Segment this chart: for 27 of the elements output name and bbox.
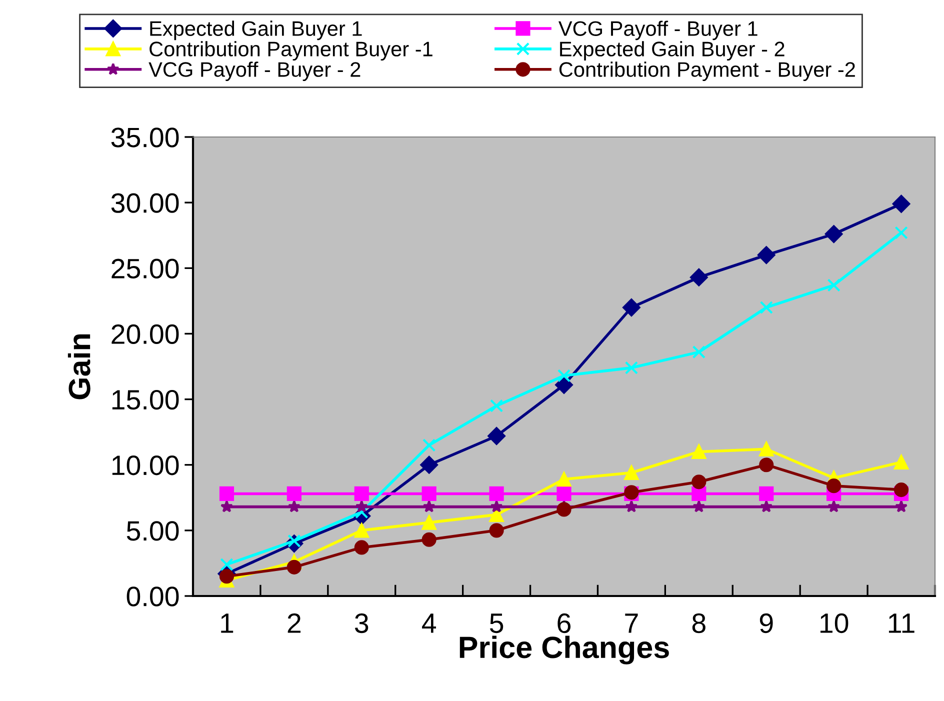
- legend-label: VCG Payoff - Buyer 1: [558, 20, 758, 40]
- y-axis-title: Gain: [68, 334, 90, 400]
- x-tick-label: 6: [558, 613, 571, 634]
- y-tick-label: 25.00: [112, 258, 179, 278]
- legend-label: Contribution Payment - Buyer -2: [559, 62, 855, 82]
- x-tick-label: 11: [888, 614, 914, 633]
- y-tick-label: 35.00: [111, 128, 179, 148]
- x-tick-label: 7: [625, 614, 638, 633]
- legend-label: Expected Gain Buyer 1: [150, 20, 362, 40]
- x-axis-title: Price Changes: [460, 636, 669, 664]
- legend-label: VCG Payoff - Buyer - 2: [148, 62, 360, 82]
- y-tick-label: 20.00: [112, 324, 179, 344]
- y-tick-label: 5.00: [126, 521, 179, 541]
- x-tick-label: 8: [692, 613, 706, 634]
- y-tick-label: 30.00: [111, 193, 179, 213]
- x-tick-label: 5: [490, 614, 504, 634]
- y-tick-label: 10.00: [112, 456, 179, 476]
- x-tick-label: 3: [354, 613, 368, 634]
- x-tick-label: 9: [760, 613, 773, 634]
- x-tick-label: 10: [820, 613, 848, 634]
- x-tick-label: 1: [221, 614, 234, 633]
- legend-label: Expected Gain Buyer - 2: [560, 41, 784, 61]
- legend-label: Contribution Payment Buyer -1: [150, 41, 432, 61]
- x-tick-label: 4: [422, 614, 436, 633]
- y-tick-label: 0.00: [126, 586, 179, 606]
- y-tick-label: 15.00: [112, 390, 179, 410]
- x-tick-label: 2: [288, 613, 301, 633]
